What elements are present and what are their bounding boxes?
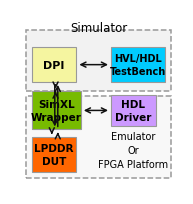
Bar xyxy=(111,48,165,83)
Bar xyxy=(111,95,156,126)
Bar xyxy=(26,97,171,178)
Bar xyxy=(32,137,76,172)
Text: Emulator
Or
FPGA Platform: Emulator Or FPGA Platform xyxy=(98,131,168,169)
Text: HVL/HDL
TestBench: HVL/HDL TestBench xyxy=(110,54,166,76)
Bar xyxy=(32,48,76,83)
Text: DPI: DPI xyxy=(43,60,65,70)
Bar xyxy=(32,92,81,130)
Text: SimXL
Wrapper: SimXL Wrapper xyxy=(31,100,82,122)
Text: LPDDR
DUT: LPDDR DUT xyxy=(34,144,74,166)
Text: Simulator: Simulator xyxy=(70,22,128,35)
Text: HDL
Driver: HDL Driver xyxy=(115,100,152,122)
Bar xyxy=(26,31,171,92)
